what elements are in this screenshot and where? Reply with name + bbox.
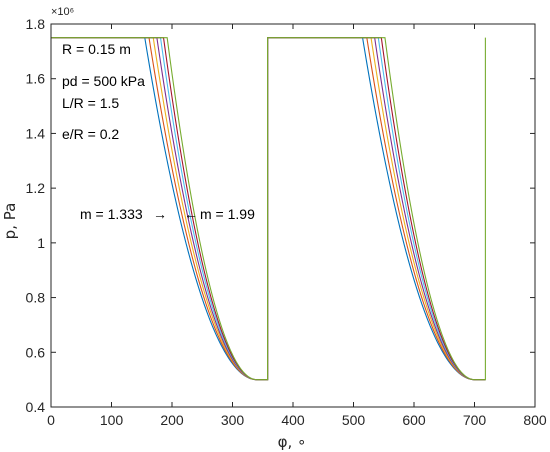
x-tick-label: 200 <box>160 412 184 428</box>
y-axis-label: p, Pa <box>1 203 19 240</box>
x-tick-label: 500 <box>342 412 366 428</box>
param-eccentricity-ratio: e/R = 0.2 <box>62 126 119 142</box>
y-tick-label: 1.8 <box>26 16 46 32</box>
x-tick-label: 100 <box>100 412 124 428</box>
param-length-ratio: L/R = 1.5 <box>62 95 119 111</box>
x-tick-label: 300 <box>221 412 245 428</box>
x-tick-label: 800 <box>523 412 547 428</box>
x-tick-label: 600 <box>402 412 426 428</box>
x-axis: 0 100 200 300 400 500 600 700 800 <box>47 24 547 428</box>
y-tick-label: 0.8 <box>26 290 46 306</box>
x-axis-label: φ, ∘ <box>278 433 307 451</box>
y-tick-label: 1 <box>37 235 45 251</box>
annotation-m-low: m = 1.333 <box>80 206 143 222</box>
annotation-m-high: m = 1.99 <box>200 206 255 222</box>
annotation-m-high-arrow: ← <box>184 206 198 222</box>
param-radius: R = 0.15 m <box>62 41 131 57</box>
x-tick-label: 400 <box>281 412 305 428</box>
y-tick-label: 0.4 <box>26 399 46 415</box>
y-tick-label: 1.6 <box>26 71 46 87</box>
param-pressure: pd = 500 kPa <box>62 73 145 89</box>
x-tick-label: 0 <box>47 412 55 428</box>
annotation-m-low-arrow: → <box>153 206 167 222</box>
x-tick-label: 700 <box>463 412 487 428</box>
y-axis: 0.4 0.6 0.8 1 1.2 1.4 1.6 1.8 <box>26 16 535 415</box>
y-tick-label: 1.2 <box>26 180 46 196</box>
y-exponent-label: ×10⁶ <box>51 6 74 18</box>
series-line-7 <box>51 37 486 381</box>
y-tick-label: 0.6 <box>26 344 46 360</box>
series-layer <box>51 37 486 381</box>
y-tick-label: 1.4 <box>26 125 46 141</box>
